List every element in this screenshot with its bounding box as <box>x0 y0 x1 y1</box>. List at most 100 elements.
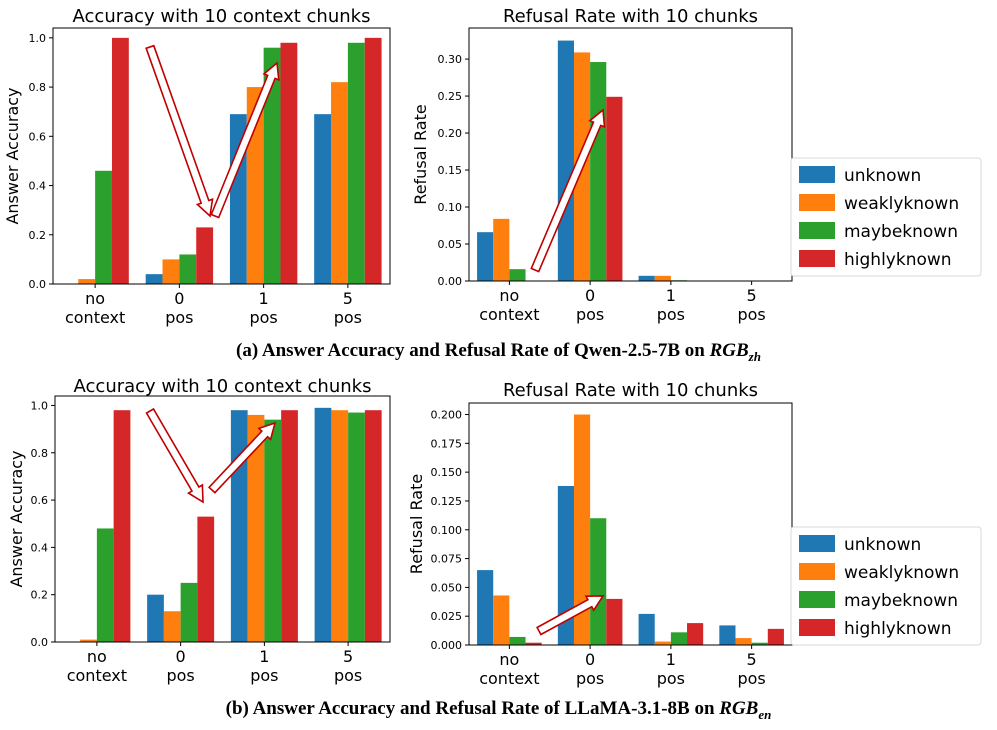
bar-unknown-1 <box>557 40 574 281</box>
y-tick-label: 0.150 <box>431 466 463 479</box>
axes-frame <box>468 27 793 282</box>
chart-qwen-accuracy: 0.00.20.40.60.81.0nocontext0pos1pos5posA… <box>3 6 391 327</box>
chart-llama-accuracy: 0.00.20.40.60.81.0nocontext0pos1pos5posA… <box>7 376 391 685</box>
x-tick-label: 5 <box>343 289 353 308</box>
bar-unknown-0 <box>477 570 494 645</box>
bar-weaklyknown-2 <box>654 275 671 281</box>
legend-label-highlyknown: highlyknown <box>844 250 952 270</box>
bar-highlyknown-1 <box>606 96 623 281</box>
bar-weaklyknown-2 <box>247 414 265 642</box>
y-axis-label: Answer Accuracy <box>3 87 22 224</box>
bar-weaklyknown-1 <box>162 259 180 284</box>
y-tick-label: 0.075 <box>431 553 463 566</box>
bar-highlyknown-2 <box>687 623 704 645</box>
chart-title: Refusal Rate with 10 chunks <box>503 380 758 401</box>
bar-highlyknown-3 <box>767 628 784 645</box>
bar-unknown-2 <box>230 410 248 642</box>
y-tick-label: 0.8 <box>29 81 47 94</box>
y-tick-label: 0.125 <box>431 495 463 508</box>
bar-unknown-2 <box>638 275 655 281</box>
x-tick-label: no <box>87 647 107 666</box>
caption-a-symbol: RGB <box>709 340 749 361</box>
x-tick-label: 0 <box>176 647 186 666</box>
bar-maybeknown-3 <box>347 42 365 284</box>
y-tick-label: 0.200 <box>431 409 463 422</box>
y-tick-label: 0.2 <box>29 229 47 242</box>
x-tick-label: pos <box>576 669 604 688</box>
x-tick-label: 0 <box>585 286 595 305</box>
legend-swatch-unknown <box>799 535 835 552</box>
y-tick-label: 0.0 <box>31 636 49 649</box>
bar-highlyknown-1 <box>196 227 214 284</box>
x-tick-label: pos <box>737 669 765 688</box>
arrow-down-top-accuracy <box>145 44 214 218</box>
x-tick-label: 0 <box>585 650 595 669</box>
bar-maybeknown-0 <box>509 269 526 281</box>
legend-label-unknown: unknown <box>844 166 921 186</box>
legend-label-weaklyknown: weaklyknown <box>844 194 959 214</box>
bar-maybeknown-1 <box>590 62 607 281</box>
y-tick-label: 0.10 <box>438 201 463 214</box>
bar-unknown-2 <box>638 613 655 645</box>
x-tick-label: pos <box>334 666 362 685</box>
x-tick-label: pos <box>576 305 604 324</box>
chart-qwen-refusal: 0.000.050.100.150.200.250.30nocontext0po… <box>411 6 793 324</box>
bar-weaklyknown-1 <box>163 611 181 642</box>
arrow-up-top-accuracy <box>210 61 280 219</box>
x-tick-label: context <box>65 308 125 327</box>
y-tick-label: 0.15 <box>438 164 463 177</box>
x-tick-label: context <box>479 305 539 324</box>
y-tick-label: 0.00 <box>438 275 463 288</box>
chart-title: Accuracy with 10 context chunks <box>74 376 372 397</box>
y-tick-label: 1.0 <box>31 399 49 412</box>
bar-weaklyknown-3 <box>331 410 349 642</box>
caption-b-subscript: en <box>758 706 772 722</box>
legend-label-unknown: unknown <box>844 535 921 555</box>
y-axis-label: Answer Accuracy <box>7 450 26 587</box>
x-tick-label: pos <box>165 308 193 327</box>
bar-weaklyknown-0 <box>493 595 510 645</box>
bar-maybeknown-2 <box>670 632 688 645</box>
x-tick-label: pos <box>657 305 685 324</box>
bar-weaklyknown-3 <box>331 82 348 285</box>
y-tick-label: 0.100 <box>431 524 463 537</box>
caption-b-symbol: RGB <box>719 698 759 719</box>
y-tick-label: 0.30 <box>438 53 463 66</box>
legend-swatch-unknown <box>799 166 835 183</box>
y-tick-label: 0.6 <box>31 494 49 507</box>
bar-highlyknown-0 <box>113 410 131 642</box>
y-tick-label: 0.025 <box>431 610 463 623</box>
chart-title: Refusal Rate with 10 chunks <box>503 6 758 27</box>
x-tick-label: pos <box>737 305 765 324</box>
bar-weaklyknown-1 <box>573 414 591 645</box>
annotation-arrows <box>145 44 606 636</box>
x-tick-label: no <box>499 650 519 669</box>
x-tick-label: 5 <box>343 647 353 666</box>
bar-maybeknown-2 <box>264 419 282 642</box>
axes-frame <box>52 27 391 285</box>
bar-maybeknown-3 <box>348 412 365 642</box>
x-tick-label: pos <box>657 669 685 688</box>
y-tick-label: 0.25 <box>438 90 463 103</box>
axes-frame <box>54 395 391 643</box>
bar-weaklyknown-0 <box>80 639 97 642</box>
bar-weaklyknown-2 <box>654 641 671 645</box>
arrow-up-top-refusal <box>530 108 606 273</box>
bar-highlyknown-3 <box>364 37 382 284</box>
y-tick-label: 0.20 <box>438 127 463 140</box>
legend-label-maybeknown: maybeknown <box>844 222 958 242</box>
x-tick-label: pos <box>249 308 277 327</box>
x-tick-label: 5 <box>747 286 757 305</box>
bar-maybeknown-1 <box>590 518 607 645</box>
bar-weaklyknown-0 <box>493 218 510 281</box>
legend-bottom: unknown weaklyknown maybeknown highlyknown <box>790 526 982 646</box>
bar-highlyknown-2 <box>281 410 298 642</box>
x-tick-label: no <box>499 286 519 305</box>
legend-label-weaklyknown: weaklyknown <box>844 563 959 583</box>
legend-frame <box>790 526 982 646</box>
bar-highlyknown-1 <box>606 598 623 645</box>
x-tick-label: context <box>67 666 127 685</box>
bar-unknown-1 <box>147 594 164 642</box>
bar-maybeknown-0 <box>96 528 114 642</box>
